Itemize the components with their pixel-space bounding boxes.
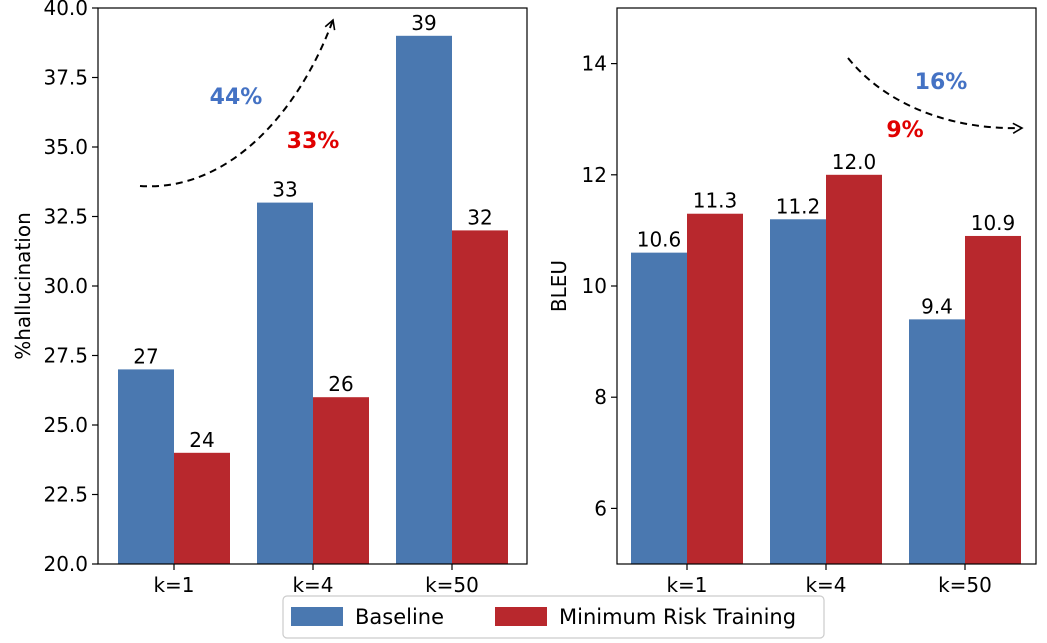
legend: Baseline Minimum Risk Training bbox=[282, 595, 825, 639]
hallucination-y-axis-label: %hallucination bbox=[11, 212, 35, 360]
bleu-value-label-mrt-3: 10.9 bbox=[971, 211, 1016, 235]
legend-label-mrt: Minimum Risk Training bbox=[559, 605, 796, 629]
legend-frame bbox=[282, 595, 825, 639]
hallucination-value-label-mrt-1: 24 bbox=[189, 428, 214, 452]
bleu-y-tick-label: 8 bbox=[594, 385, 607, 409]
bleu-bars bbox=[631, 174, 1021, 565]
bleu-bar-mrt-1 bbox=[687, 213, 743, 564]
hallucination-y-tick-label: 25.0 bbox=[43, 413, 88, 437]
hallucination-y-ticks: 20.0 22.5 25.0 27.5 30.0 32.5 35.0 37.5 40.0 bbox=[43, 0, 98, 576]
bleu-value-label-baseline-2: 11.2 bbox=[776, 194, 821, 218]
hallucination-y-tick-label: 22.5 bbox=[43, 483, 88, 507]
bleu-bar-labels: 10.6 11.3 11.2 12.0 9.4 10.9 bbox=[637, 150, 1016, 319]
hallucination-bar-mrt-3 bbox=[452, 230, 508, 564]
hallucination-y-tick-label: 35.0 bbox=[43, 135, 88, 159]
bleu-plot-frame bbox=[616, 7, 1037, 565]
hallucination-x-tick-label: k=50 bbox=[425, 573, 479, 597]
bleu-y-tick-label: 14 bbox=[582, 52, 607, 76]
hallucination-y-tick-label: 37.5 bbox=[43, 66, 88, 90]
bleu-trend-arrow bbox=[847, 57, 1024, 134]
hallucination-y-tick-label: 40.0 bbox=[43, 0, 88, 20]
hallucination-y-tick-label: 32.5 bbox=[43, 205, 88, 229]
hallucination-value-label-baseline-2: 33 bbox=[272, 178, 297, 202]
hallucination-value-label-baseline-3: 39 bbox=[411, 11, 436, 35]
hallucination-value-label-mrt-3: 32 bbox=[467, 205, 492, 229]
hallucination-bar-mrt-2 bbox=[313, 397, 369, 564]
hallucination-x-ticks: k=1 k=4 k=50 bbox=[153, 564, 479, 597]
hallucination-bar-mrt-1 bbox=[174, 452, 230, 564]
hallucination-x-tick-label: k=4 bbox=[292, 573, 333, 597]
bleu-bar-mrt-2 bbox=[826, 174, 882, 565]
bleu-bar-baseline-3 bbox=[909, 319, 965, 564]
hallucination-bar-labels: 27 24 33 26 39 32 bbox=[133, 11, 492, 452]
bleu-y-tick-label: 12 bbox=[582, 163, 607, 187]
hallucination-bar-baseline-1 bbox=[118, 369, 174, 564]
hallucination-value-label-baseline-1: 27 bbox=[133, 344, 158, 368]
hallucination-y-tick-label: 20.0 bbox=[43, 552, 88, 576]
bleu-bar-mrt-3 bbox=[965, 235, 1021, 564]
bleu-x-ticks: k=1 k=4 k=50 bbox=[666, 564, 992, 597]
bleu-x-tick-label: k=1 bbox=[666, 573, 707, 597]
bleu-bar-baseline-2 bbox=[770, 219, 826, 564]
bleu-y-axis-label: BLEU bbox=[547, 260, 571, 312]
bleu-y-tick-label: 6 bbox=[594, 496, 607, 520]
bleu-value-label-mrt-1: 11.3 bbox=[693, 189, 738, 213]
bleu-bar-baseline-1 bbox=[631, 252, 687, 564]
hallucination-chart: 20.0 22.5 25.0 27.5 30.0 32.5 35.0 37.5 40.0 k=1… bbox=[11, 0, 528, 597]
bleu-mrt-decrease-label: 9% bbox=[886, 118, 923, 143]
hallucination-x-tick-label: k=1 bbox=[153, 573, 194, 597]
hallucination-bar-baseline-3 bbox=[396, 35, 452, 565]
legend-swatch-mrt bbox=[495, 607, 547, 626]
legend-label-baseline: Baseline bbox=[355, 605, 444, 629]
bleu-value-label-mrt-2: 12.0 bbox=[832, 150, 877, 174]
hallucination-plot-frame bbox=[97, 7, 528, 565]
bleu-value-label-baseline-3: 9.4 bbox=[921, 294, 953, 318]
hallucination-y-tick-label: 27.5 bbox=[43, 344, 88, 368]
hallucination-mrt-increase-label: 33% bbox=[287, 129, 340, 154]
hallucination-y-tick-label: 30.0 bbox=[43, 274, 88, 298]
hallucination-value-label-mrt-2: 26 bbox=[328, 372, 353, 396]
bleu-value-label-baseline-1: 10.6 bbox=[637, 228, 682, 252]
hallucination-baseline-increase-label: 44% bbox=[210, 85, 263, 110]
bleu-baseline-decrease-label: 16% bbox=[915, 70, 968, 95]
bleu-x-tick-label: k=50 bbox=[938, 573, 992, 597]
hallucination-bars bbox=[118, 35, 508, 565]
bleu-y-ticks: 6 8 10 12 14 bbox=[582, 52, 617, 520]
hallucination-bar-baseline-2 bbox=[257, 202, 313, 564]
bleu-y-tick-label: 10 bbox=[582, 274, 607, 298]
legend-swatch-baseline bbox=[291, 607, 343, 626]
bleu-x-tick-label: k=4 bbox=[805, 573, 846, 597]
